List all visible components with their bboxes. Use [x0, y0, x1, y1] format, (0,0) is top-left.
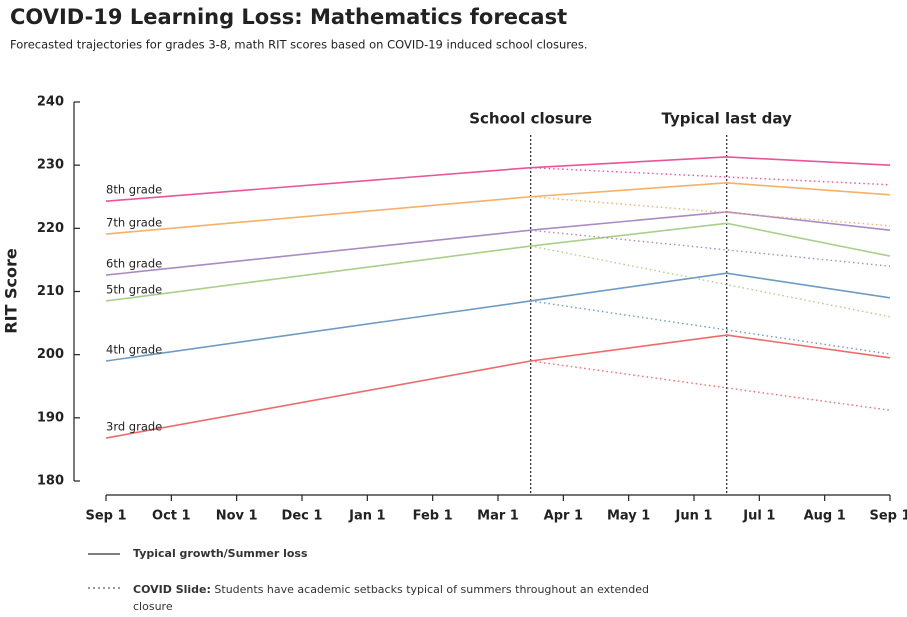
legend-swatch [88, 587, 120, 589]
x-tick-label: Jul 1 [742, 509, 775, 524]
y-axis-label: RIT Score [2, 248, 21, 334]
x-tick-label: Jun 1 [675, 509, 713, 524]
legend-swatch [88, 553, 120, 555]
x-tick-label: Feb 1 [413, 509, 453, 524]
legend-label: Students have academic setbacks typical … [133, 583, 649, 613]
x-tick-label: Nov 1 [216, 509, 258, 524]
reference-label: Typical last day [662, 110, 792, 128]
slide-line [530, 229, 891, 267]
series-label: 4th grade [106, 342, 162, 356]
series-line [105, 222, 891, 302]
x-tick-label: Mar 1 [477, 509, 519, 524]
series-label: 3rd grade [106, 420, 162, 434]
series-label: 7th grade [106, 216, 162, 230]
x-tick-label: Sep 1 [869, 509, 907, 524]
series-line [105, 211, 891, 276]
x-tick-label: Oct 1 [152, 509, 191, 524]
x-tick-label: Jan 1 [348, 509, 385, 524]
chart-title: COVID-19 Learning Loss: Mathematics fore… [10, 5, 567, 29]
y-tick-label: 220 [37, 221, 64, 236]
x-tick-label: Dec 1 [282, 509, 323, 524]
legend-item: Typical growth/Summer loss [88, 546, 688, 562]
series-line [105, 156, 891, 202]
slide-line [530, 245, 891, 318]
x-tick-label: Sep 1 [85, 509, 126, 524]
series-line [105, 272, 891, 362]
reference-label: School closure [469, 110, 592, 128]
slide-line [530, 196, 891, 227]
y-tick-label: 180 [37, 474, 64, 489]
slide-line [530, 166, 891, 186]
series-line [105, 182, 891, 235]
y-tick-label: 230 [37, 158, 64, 173]
series-label: 6th grade [106, 257, 162, 271]
slide-line [530, 300, 891, 355]
y-tick-label: 240 [37, 95, 64, 110]
x-tick-label: Aug 1 [804, 509, 846, 524]
chart-subtitle: Forecasted trajectories for grades 3-8, … [10, 38, 588, 52]
x-tick-label: Apr 1 [544, 509, 583, 524]
slide-line [530, 360, 891, 411]
series-label: 8th grade [106, 183, 162, 197]
series-label: 5th grade [106, 282, 162, 296]
y-tick-label: 210 [37, 284, 64, 299]
y-tick-label: 190 [37, 410, 64, 425]
legend-label-bold: COVID Slide: [133, 583, 211, 596]
legend-label: Typical growth/Summer loss [133, 547, 308, 560]
y-tick-label: 200 [37, 347, 64, 362]
series-line [105, 334, 891, 439]
x-tick-label: May 1 [607, 509, 650, 524]
